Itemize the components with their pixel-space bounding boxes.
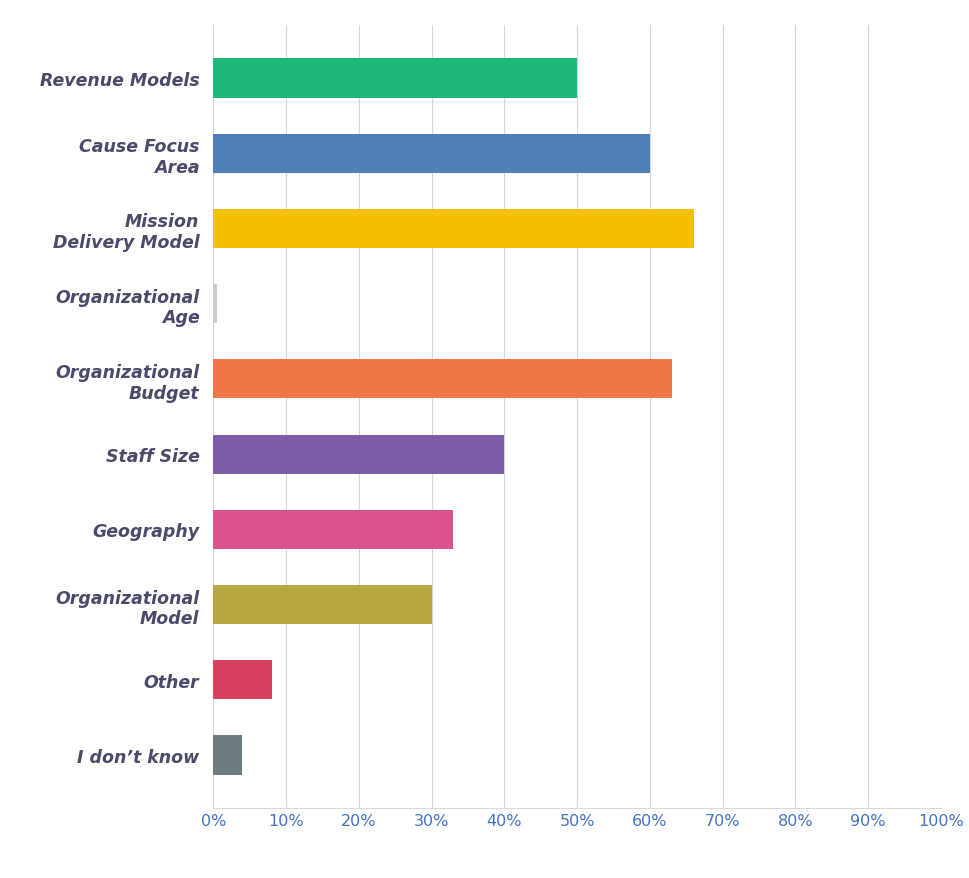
Bar — [213, 360, 671, 399]
Bar — [213, 210, 693, 248]
Bar — [213, 435, 504, 474]
Bar — [213, 284, 217, 324]
Bar — [213, 586, 431, 624]
Bar — [213, 510, 453, 550]
Bar — [213, 736, 242, 774]
Bar — [213, 660, 271, 700]
Bar — [213, 134, 649, 174]
Bar — [213, 60, 577, 98]
